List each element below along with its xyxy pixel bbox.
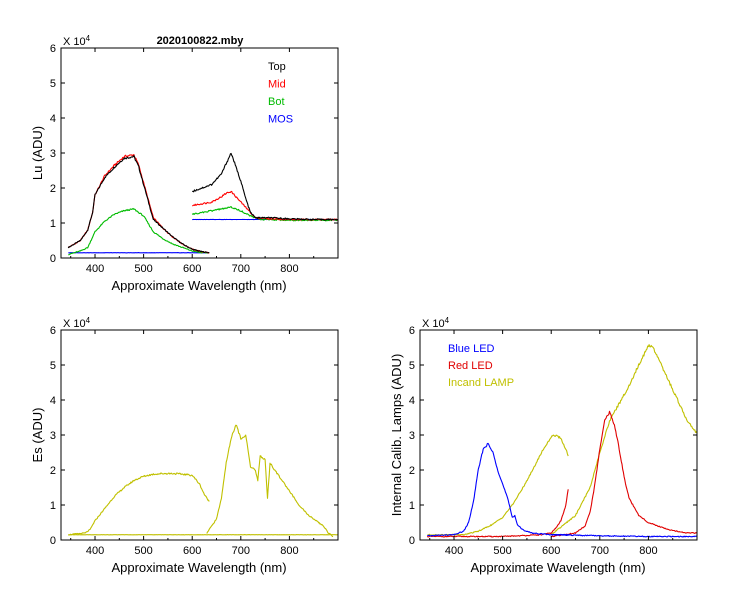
es-x-tick-label: 600	[183, 545, 201, 557]
es-y-tick-label: 5	[50, 360, 56, 372]
lu-legend: Top Mid Bot MOS	[268, 61, 293, 126]
lamps-y-tick-label: 6	[409, 325, 415, 337]
lu-y-tick-label: 1	[50, 218, 56, 230]
panel-es: 0 1 2 3 4 5 6 400 500 600 700 800 X 104 Approximate…	[30, 316, 339, 575]
es-x-tick-label: 500	[134, 545, 152, 557]
es-y-tick-label: 6	[50, 325, 56, 337]
es-y-tick-label: 3	[50, 430, 56, 442]
lu-x-tick-label: 800	[280, 263, 298, 275]
lamps-y-tick-label: 4	[409, 395, 415, 407]
es-x-axis-label: Approximate Wavelength (nm)	[111, 560, 286, 575]
lu-title: 2020100822.mby	[157, 35, 245, 47]
lu-y-tick-label: 0	[50, 253, 56, 265]
lamps-legend-red-led: Red LED	[448, 360, 493, 372]
lu-series-top-line	[192, 152, 339, 221]
lu-x-tick-label: 700	[232, 263, 250, 275]
lamps-series-incand-lamp-line	[427, 434, 569, 536]
lu-legend-top: Top	[268, 61, 286, 73]
lamps-series-red-led-line	[550, 410, 698, 538]
es-y-tick-label: 0	[50, 535, 56, 547]
lu-y-tick-label: 4	[50, 113, 56, 125]
lamps-series-red-led-line	[426, 489, 569, 538]
es-plot-lines	[68, 424, 338, 538]
es-series-es-line	[206, 424, 334, 538]
lamps-x-tick-label: 700	[591, 545, 609, 557]
lamps-y-axis-label: Internal Calib. Lamps (ADU)	[389, 354, 404, 517]
es-plot-frame	[60, 329, 339, 541]
lamps-legend-incand-lamp: Incand LAMP	[448, 377, 514, 389]
lamps-y-tick-label: 3	[409, 430, 415, 442]
lamps-x-axis-label: Approximate Wavelength (nm)	[470, 560, 645, 575]
es-scale-label: X 104	[63, 316, 91, 330]
lu-series-top-line	[67, 155, 210, 254]
lamps-y-tick-label: 2	[409, 465, 415, 477]
lamps-legend-blue-led: Blue LED	[448, 343, 495, 355]
lamps-y-tick-label: 0	[409, 535, 415, 547]
lamps-x-tick-label: 600	[542, 545, 560, 557]
lamps-series-blue-led-line	[550, 533, 698, 538]
lu-series-bot-line	[68, 207, 210, 256]
es-axis-ticks: 0 1 2 3 4 5 6 400 500 600 700 800	[50, 325, 338, 557]
lamps-legend: Blue LED Red LED Incand LAMP	[448, 343, 514, 389]
es-y-tick-label: 4	[50, 395, 56, 407]
lu-legend-mos: MOS	[268, 114, 293, 126]
lu-x-tick-label: 500	[134, 263, 152, 275]
lu-scale-label: X 104	[63, 34, 91, 48]
panel-calib-lamps: 0 1 2 3 4 5 6 400 500 600 700 800 X 104 Approximate…	[389, 316, 698, 575]
lamps-x-tick-label: 800	[639, 545, 657, 557]
lu-y-tick-label: 6	[50, 43, 56, 55]
lamps-x-tick-label: 500	[493, 545, 511, 557]
lamps-plot-lines	[426, 344, 698, 538]
es-series-es-line	[68, 472, 210, 536]
lamps-x-tick-label: 400	[445, 545, 463, 557]
lu-y-axis-label: Lu (ADU)	[30, 126, 45, 180]
lu-x-tick-label: 400	[86, 263, 104, 275]
lu-axis-ticks: 0 1 2 3 4 5 6 400 500 600 700 800	[50, 43, 338, 275]
lu-plot-frame	[60, 47, 339, 259]
lu-y-tick-label: 3	[50, 148, 56, 160]
lamps-scale-label: X 104	[422, 316, 450, 330]
lamps-y-tick-label: 5	[409, 360, 415, 372]
es-y-tick-label: 1	[50, 500, 56, 512]
es-y-tick-label: 2	[50, 465, 56, 477]
lu-legend-bot: Bot	[268, 96, 285, 108]
lamps-y-tick-label: 1	[409, 500, 415, 512]
lamps-series-blue-led-line	[427, 442, 571, 537]
es-y-axis-label: Es (ADU)	[30, 408, 45, 463]
lu-legend-mid: Mid	[268, 79, 286, 91]
lu-plot-lines	[67, 152, 339, 256]
lu-x-tick-label: 600	[183, 263, 201, 275]
es-x-tick-label: 700	[232, 545, 250, 557]
es-x-tick-label: 400	[86, 545, 104, 557]
lamps-series-incand-lamp-line	[550, 344, 698, 535]
panel-lu: 0 1 2 3 4 5 6 400 500 600 700 800 X 104 2020100822.…	[30, 34, 339, 293]
lamps-axis-ticks: 0 1 2 3 4 5 6 400 500 600 700 800	[409, 325, 697, 557]
lu-y-tick-label: 5	[50, 78, 56, 90]
lu-x-axis-label: Approximate Wavelength (nm)	[111, 278, 286, 293]
lu-series-mid-line	[192, 190, 339, 221]
lu-y-tick-label: 2	[50, 183, 56, 195]
es-x-tick-label: 800	[280, 545, 298, 557]
